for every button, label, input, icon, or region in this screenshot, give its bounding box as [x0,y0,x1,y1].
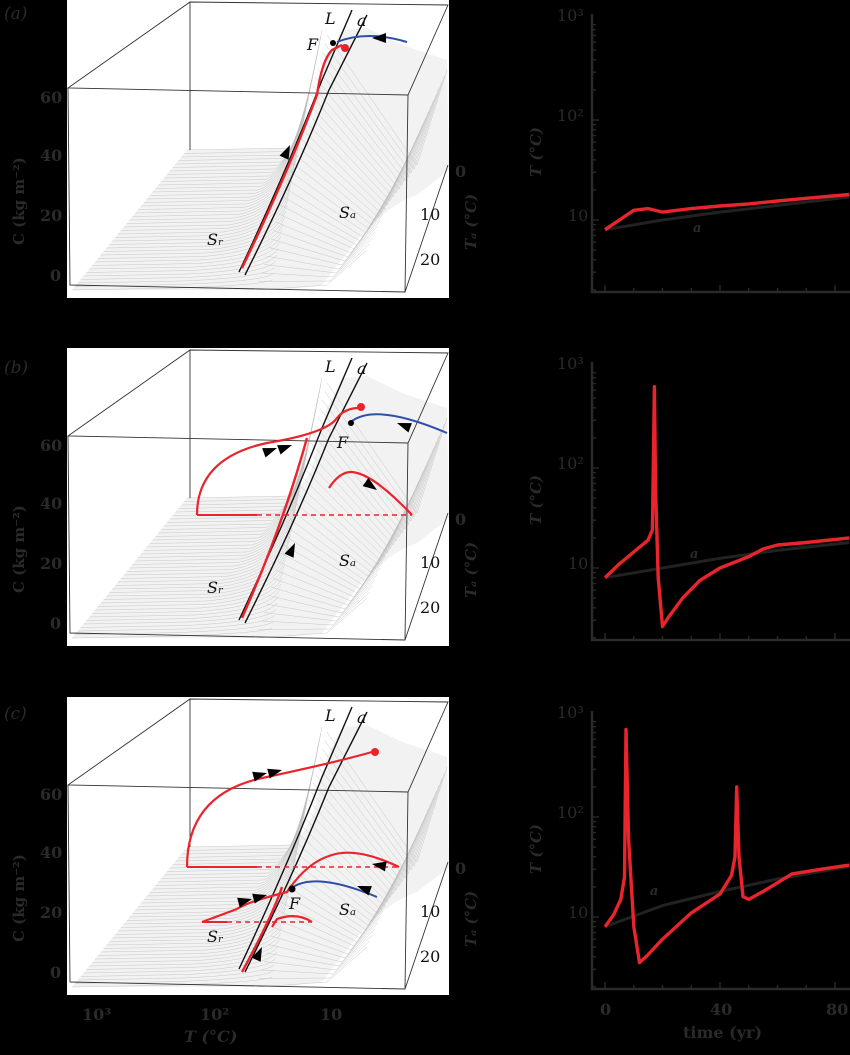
series-trajectory-line [603,385,850,629]
t-tick-100: 10² [200,1005,230,1024]
ta-tick-10: 10 [420,902,441,921]
curve-label-a: a [357,708,367,727]
series-a-line [604,195,850,232]
time-tick-0: 0 [600,1000,612,1019]
time-series-b: a [520,348,850,668]
c-tick-20: 20 [40,554,63,573]
panel-label-a: (a) [4,4,28,24]
y-tick-2: 10 [568,903,589,922]
surface-label-sr: Sᵣ [207,578,224,597]
temperature-axis-label: T (°C) [527,474,545,525]
ta-tick-10: 10 [420,553,441,572]
curve-label-a: a [650,884,658,899]
ta-axis-label: Tₐ (°C) [462,193,480,250]
ta-axis-label: Tₐ (°C) [462,890,480,947]
c-tick-40: 40 [40,843,63,862]
curve-label-a: a [693,221,701,236]
t-tick-1000: 10³ [82,1005,112,1024]
curve-label-L: L [324,706,336,725]
time-series-a: a [520,0,850,320]
ta-tick-0: 0 [455,162,467,181]
ta-tick-10: 10 [420,205,441,224]
y-tick-2: 10 [568,554,589,573]
c-tick-60: 60 [40,88,63,107]
c-tick-0: 0 [50,266,62,285]
c-tick-0: 0 [50,963,62,982]
ta-tick-20: 20 [420,598,441,617]
surface-label-sr: Sᵣ [207,927,224,946]
c-tick-60: 60 [40,436,63,455]
ta-tick-0: 0 [455,859,467,878]
series-trajectory-line [603,727,850,965]
c-tick-20: 20 [40,903,63,922]
t-tick-10: 10 [320,1005,343,1024]
ta-axis-label: Tₐ (°C) [462,541,480,598]
c-axis-label: C (kg m⁻²) [10,157,28,245]
series-a-line [604,865,850,929]
series-a-line [604,541,850,580]
curve-label-L: L [324,9,336,28]
c-tick-0: 0 [50,614,62,633]
curve-label-a: a [690,547,698,562]
surface-label-sa: Sₐ [339,900,356,919]
curve-label-a: a [357,359,367,378]
curve-label-a: a [357,11,367,30]
c-tick-40: 40 [40,146,63,165]
c-tick-60: 60 [40,785,63,804]
t-axis-label: T (°C) [184,1027,238,1046]
ta-tick-0: 0 [455,510,467,529]
time-tick-40: 40 [710,1000,733,1019]
time-series-c: a [520,697,850,1017]
c-axis-label: C (kg m⁻²) [10,505,28,593]
y-tick-1: 10² [557,106,584,125]
c-axis-label: C (kg m⁻²) [10,854,28,942]
y-tick-0: 10³ [557,703,584,722]
ta-tick-20: 20 [420,947,441,966]
fold-label-F: F [306,35,319,54]
series-trajectory-line [604,192,850,232]
panel-label-c: (c) [4,704,27,724]
time-axis-label: time (yr) [683,1023,763,1042]
panel-label-b: (b) [4,358,29,378]
c-tick-40: 40 [40,494,63,513]
temperature-axis-label: T (°C) [527,126,545,177]
y-tick-1: 10² [557,454,584,473]
time-tick-80: 80 [826,1000,849,1019]
y-tick-0: 10³ [557,354,584,373]
y-tick-2: 10 [568,206,589,225]
temperature-axis-label: T (°C) [527,823,545,874]
curve-label-L: L [324,357,336,376]
surface-label-sr: Sᵣ [207,230,224,249]
fold-label-F: F [288,894,301,913]
surface-label-sa: Sₐ [339,551,356,570]
y-tick-0: 10³ [557,6,584,25]
c-tick-20: 20 [40,206,63,225]
fold-label-F: F [336,433,349,452]
ta-tick-20: 20 [420,250,441,269]
y-tick-1: 10² [557,803,584,822]
surface-label-sa: Sₐ [339,203,356,222]
